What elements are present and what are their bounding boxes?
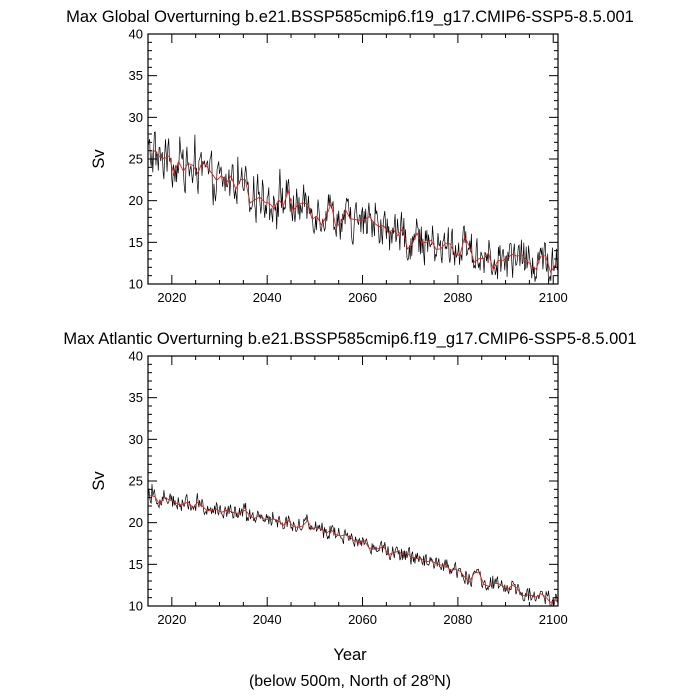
atlantic-x-tick-label: 2060 [348,612,377,627]
x-axis-label: Year [333,646,367,664]
atlantic-y-tick-label: 25 [129,474,143,489]
global-y-axis-label: Sv [90,149,108,169]
global-plot-frame [147,33,559,285]
atlantic-y-tick-label: 35 [129,390,143,405]
global-x-tick-label: 2020 [157,290,186,305]
atlantic-series-group [148,483,558,606]
global-x-tick-label: 2060 [348,290,377,305]
global-y-tick-label: 15 [129,235,143,250]
global-overturning-panel: Max Global Overturning b.e21.BSSP585cmip… [66,8,634,305]
atlantic-monthly-series-line [148,483,558,606]
global-monthly-series-line [148,131,558,284]
atlantic-x-tick-label: 2100 [539,612,568,627]
atlantic-y-tick-label: 20 [129,515,143,530]
global-annual-mean-series-line [149,150,558,274]
atlantic-y-tick-label: 40 [129,349,143,364]
atlantic-annual-mean-series-line [149,495,558,604]
atlantic-y-tick-label: 15 [129,557,143,572]
atlantic-y-tick-label: 30 [129,432,143,447]
global-panel-title: Max Global Overturning b.e21.BSSP585cmip… [66,8,634,26]
footnote-degree-symbol: o [429,672,435,683]
footnote-suffix: N) [434,673,451,690]
global-x-tick-label: 2040 [253,290,282,305]
global-y-tick-label: 25 [129,152,143,167]
global-x-tick-label: 2100 [539,290,568,305]
atlantic-overturning-panel: Max Atlantic Overturning b.e21.BSSP585cm… [63,330,636,627]
atlantic-panel-title: Max Atlantic Overturning b.e21.BSSP585cm… [63,330,636,348]
global-y-tick-label: 20 [129,193,143,208]
atlantic-x-tick-label: 2020 [157,612,186,627]
footnote-prefix: (below 500m, North of 28 [249,673,429,690]
global-y-tick-label: 30 [129,110,143,125]
global-x-tick-label: 2080 [443,290,472,305]
atlantic-y-axis-label: Sv [90,471,108,491]
footnote: (below 500m, North of 28oN) [249,672,451,690]
global-y-tick-label: 40 [129,27,143,42]
atlantic-x-tick-label: 2080 [443,612,472,627]
global-y-tick-label: 35 [129,68,143,83]
atlantic-x-tick-label: 2040 [253,612,282,627]
atlantic-axis-ticks: 10 15 20 25 30 35 40 2020 2040 2060 2080 2100 [129,349,568,628]
atlantic-plot-frame [147,355,559,607]
global-series-group [148,131,558,284]
global-axis-ticks: 10 15 20 25 30 35 40 2020 2040 2060 2080 2100 [129,27,568,306]
global-y-tick-label: 10 [129,277,143,292]
atlantic-y-tick-label: 10 [129,599,143,614]
